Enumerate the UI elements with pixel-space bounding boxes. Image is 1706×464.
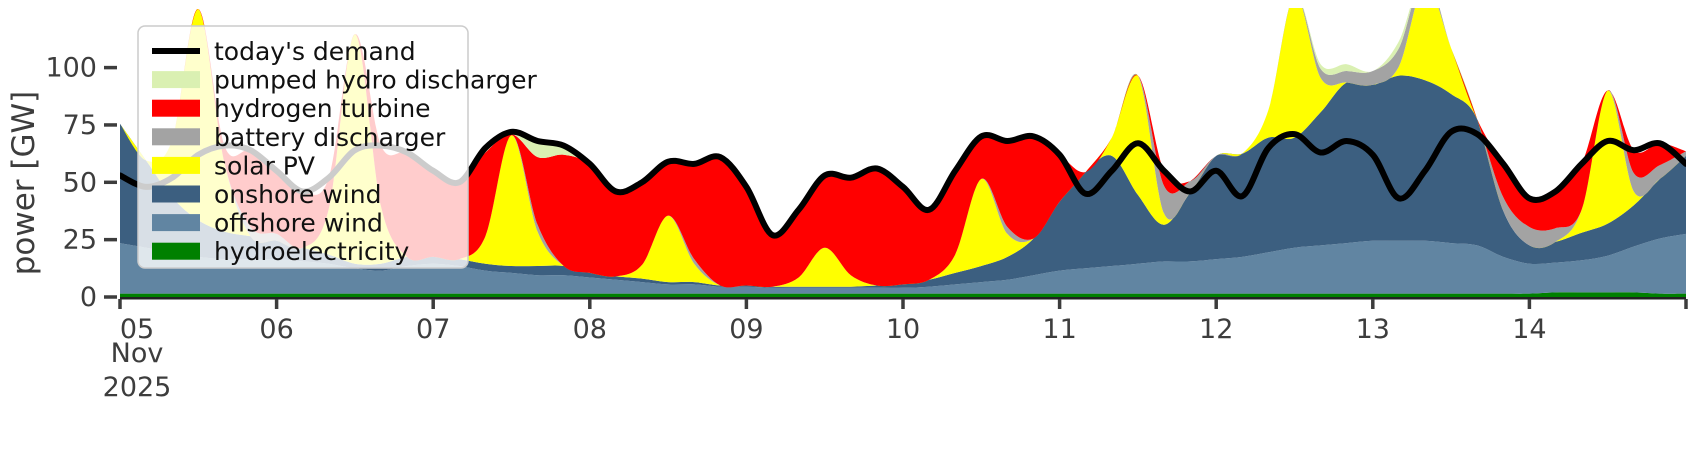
- legend-label: solar PV: [214, 151, 315, 180]
- area-offshore-wind: [120, 233, 1686, 294]
- legend-entry-battery-discharger: battery discharger: [152, 123, 446, 152]
- x-tick-label: 09: [729, 314, 763, 345]
- legend-label: onshore wind: [214, 180, 381, 209]
- y-axis-ticks: 0 25 50 75 100: [45, 53, 117, 313]
- area-layers: [120, 8, 1686, 297]
- legend-swatch-battery-discharger: [152, 128, 200, 146]
- area-hydrogen-turbine: [120, 8, 1686, 288]
- x-tick-label: 06: [259, 314, 293, 345]
- x-axis-ticks: 05 06 07 08 09 10 11 12 13 14: [118, 299, 1688, 345]
- legend-entry-offshore-wind: offshore wind: [152, 209, 383, 238]
- legend-box: [137, 25, 469, 269]
- y-tick-label: 25: [63, 225, 97, 256]
- legend-label: offshore wind: [214, 209, 383, 238]
- legend-swatch-hydrogen-turbine: [152, 99, 200, 117]
- legend-swatch-pumped-hydro-discharger: [152, 71, 200, 89]
- legend-swatch-solar-pv: [152, 156, 200, 174]
- legend-label: pumped hydro discharger: [214, 66, 537, 95]
- legend-entry-solar-pv: solar PV: [152, 151, 315, 180]
- area-onshore-wind: [120, 75, 1686, 288]
- legend-label: hydrogen turbine: [214, 94, 431, 123]
- x-tick-label: 08: [573, 314, 607, 345]
- legend-swatch-offshore-wind: [152, 214, 200, 232]
- x-axis-month-label: Nov: [111, 338, 164, 369]
- x-tick-label: 07: [416, 314, 450, 345]
- y-tick-label: 100: [45, 53, 97, 84]
- area-hydroelectricity: [120, 292, 1686, 297]
- x-tick-label: 13: [1356, 314, 1390, 345]
- y-tick-label: 75: [63, 110, 97, 141]
- x-tick-label: 14: [1512, 314, 1546, 345]
- y-tick-label: 0: [80, 282, 97, 313]
- legend-swatch-onshore-wind: [152, 185, 200, 203]
- x-tick-label: 12: [1199, 314, 1233, 345]
- area-solar-pv: [120, 8, 1686, 288]
- x-tick-label: 10: [886, 314, 920, 345]
- legend-entry-hydroelectricity: hydroelectricity: [152, 237, 410, 266]
- legend-entry-today-s-demand: today's demand: [152, 37, 416, 66]
- legend-swatch-hydroelectricity: [152, 242, 200, 260]
- legend-entry-onshore-wind: onshore wind: [152, 180, 381, 209]
- x-tick-label: 11: [1042, 314, 1076, 345]
- legend-entry-pumped-hydro-discharger: pumped hydro discharger: [152, 66, 537, 95]
- legend-label: today's demand: [214, 37, 416, 66]
- x-axis-year-label: 2025: [103, 372, 172, 403]
- x-tick-label: 05: [120, 314, 154, 345]
- y-axis-label: power [GW]: [6, 91, 42, 276]
- y-tick-label: 50: [63, 167, 97, 198]
- legend-label: hydroelectricity: [214, 237, 410, 266]
- legend-entry-hydrogen-turbine: hydrogen turbine: [152, 94, 431, 123]
- legend-label: battery discharger: [214, 123, 446, 152]
